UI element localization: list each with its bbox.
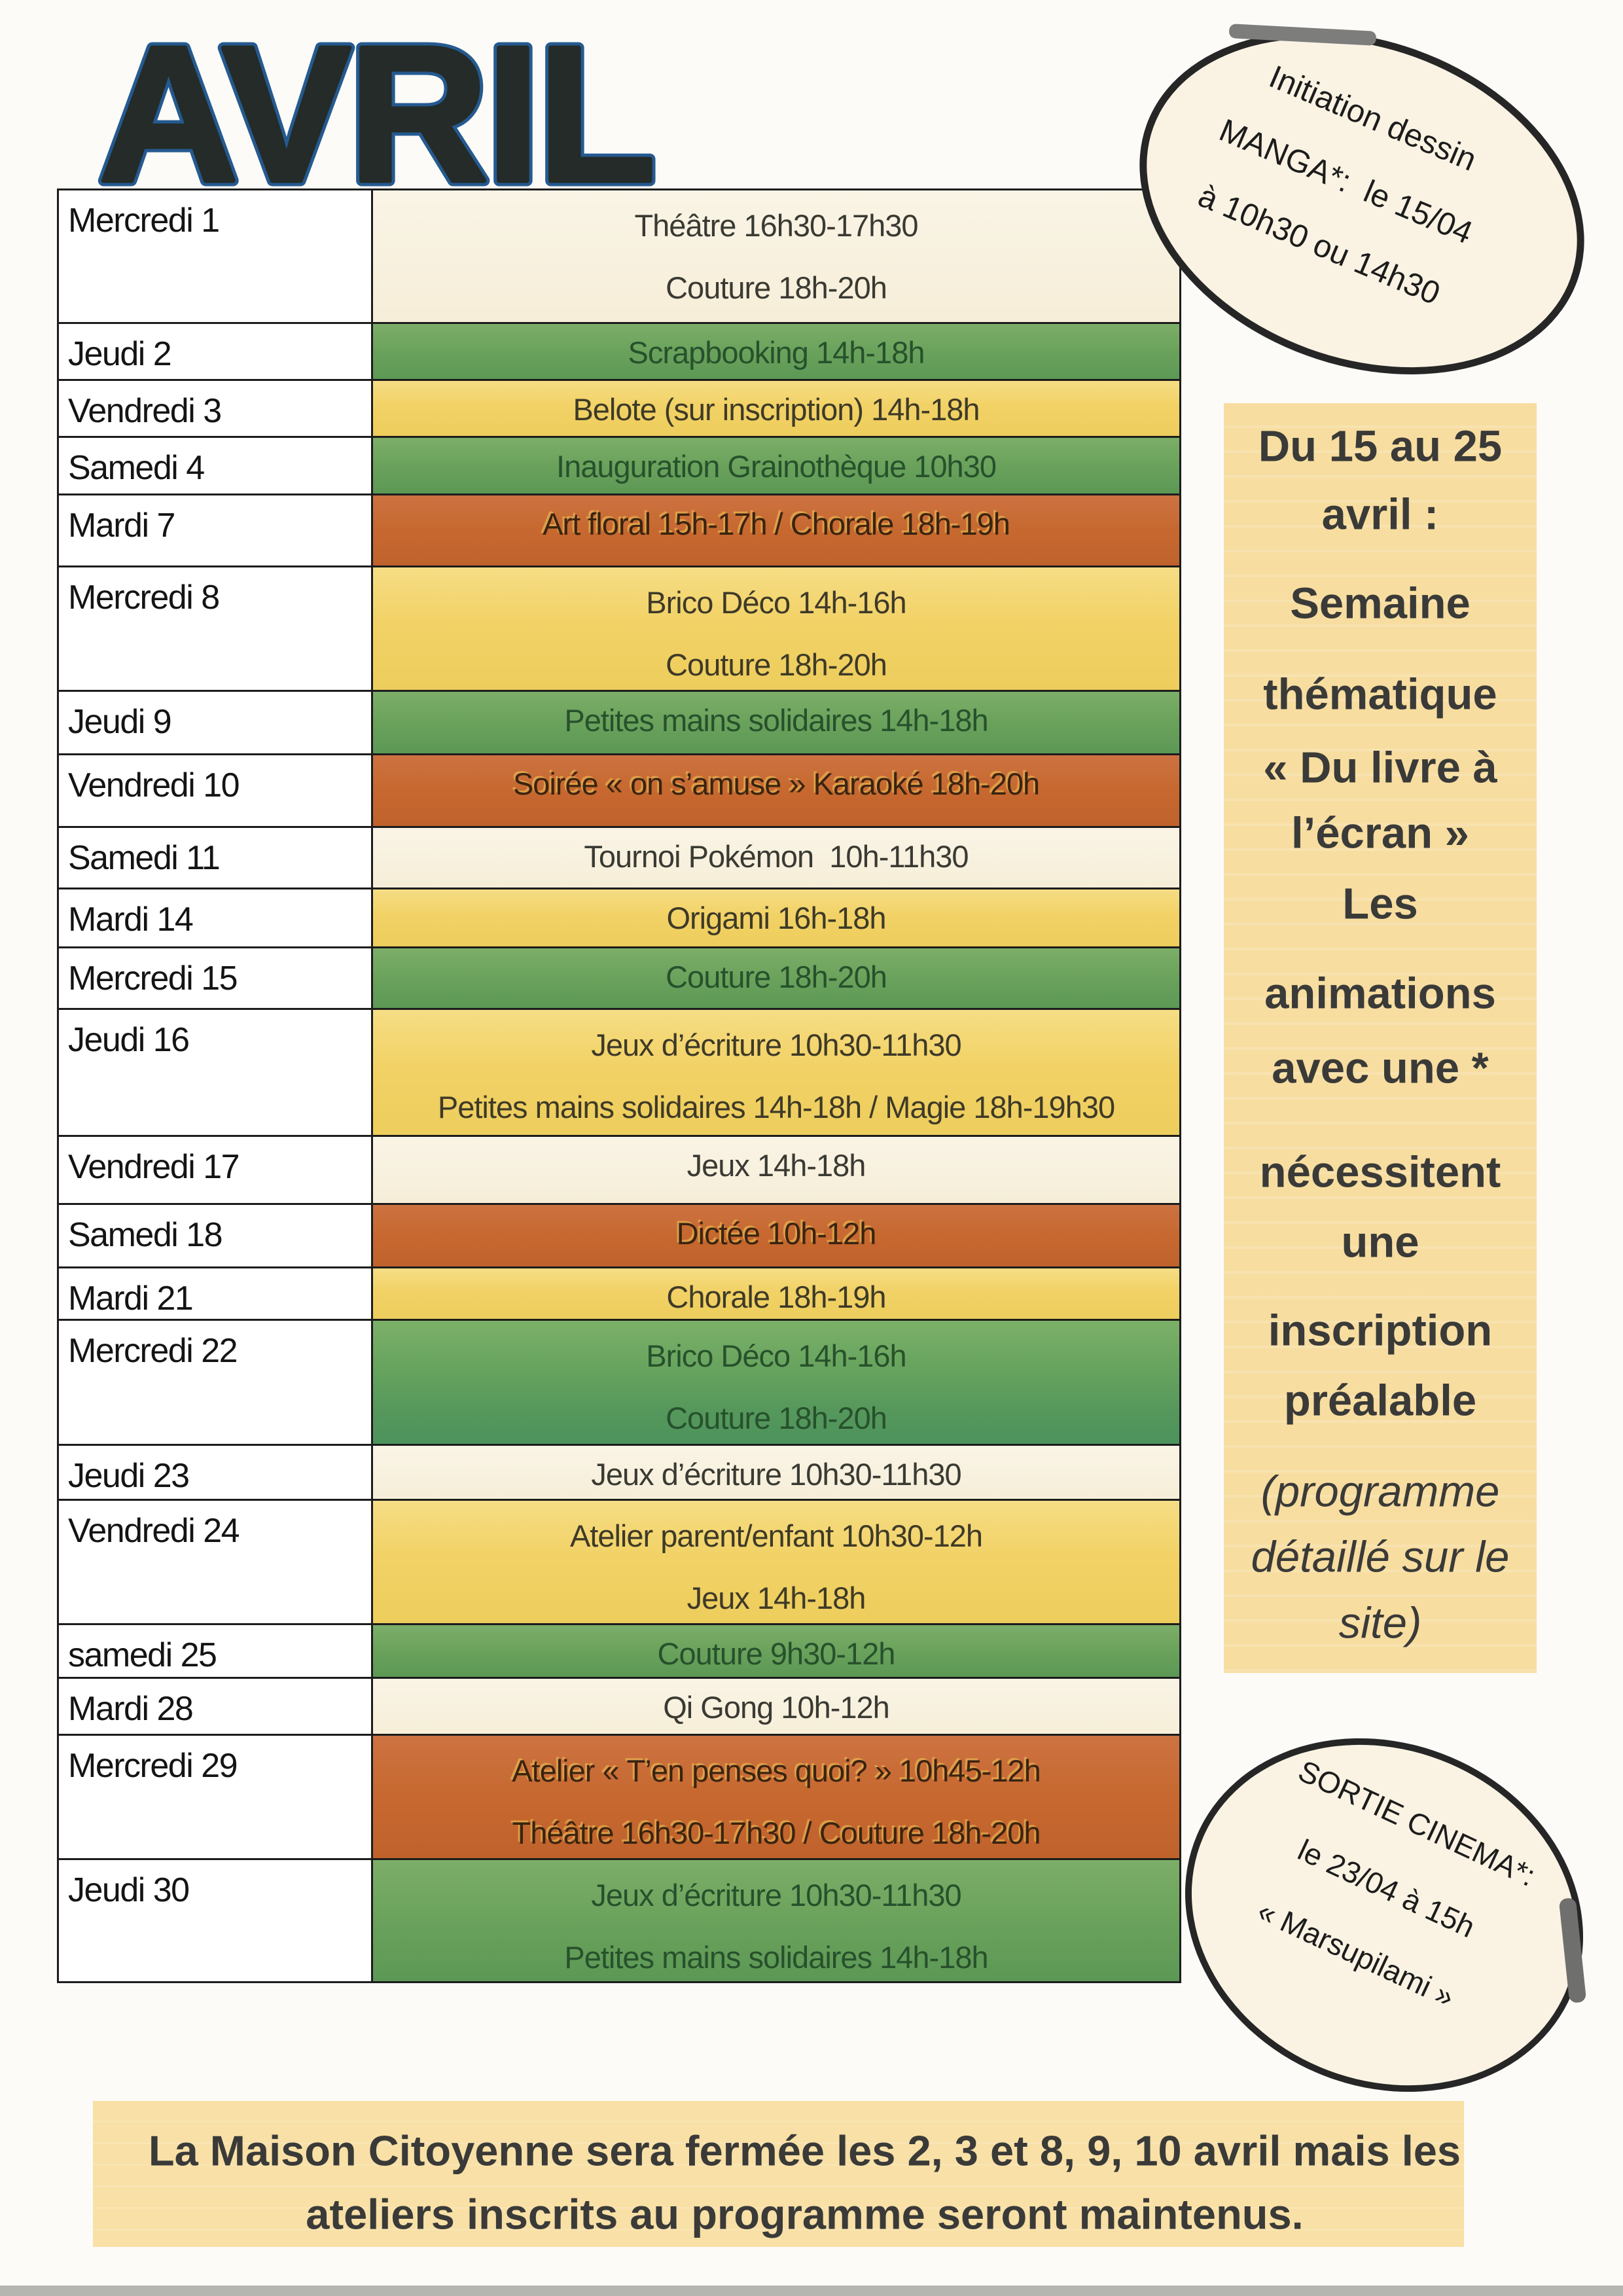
- svg-text:AVRIL: AVRIL: [99, 6, 654, 196]
- svg-text:AVRIL: AVRIL: [99, 6, 654, 196]
